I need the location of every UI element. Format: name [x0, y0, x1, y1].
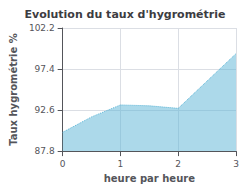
svg-text:Evolution du taux d'hygrométri: Evolution du taux d'hygrométrie — [25, 8, 226, 21]
svg-text:97.4: 97.4 — [35, 64, 55, 74]
svg-text:87.8: 87.8 — [35, 146, 55, 156]
svg-text:heure par heure: heure par heure — [104, 173, 195, 184]
svg-text:2: 2 — [175, 159, 181, 169]
svg-text:92.6: 92.6 — [35, 105, 55, 115]
svg-text:3: 3 — [233, 159, 239, 169]
svg-text:Taux hygrométrie %: Taux hygrométrie % — [8, 33, 19, 146]
svg-text:0: 0 — [60, 159, 66, 169]
svg-text:1: 1 — [118, 159, 124, 169]
svg-text:102.2: 102.2 — [29, 23, 55, 33]
